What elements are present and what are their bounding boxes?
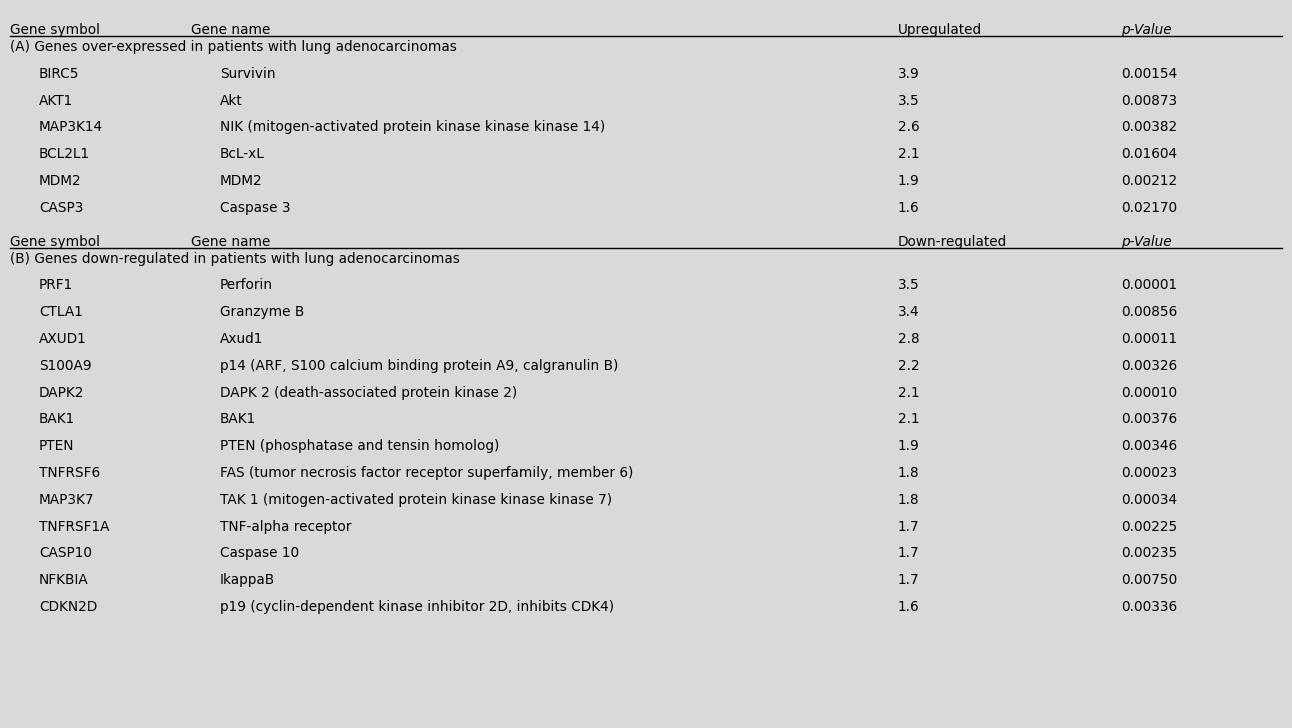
Text: Axud1: Axud1 [220, 332, 264, 346]
Text: 1.7: 1.7 [898, 520, 920, 534]
Text: 0.00023: 0.00023 [1121, 466, 1177, 480]
Text: AXUD1: AXUD1 [39, 332, 87, 346]
Text: Perforin: Perforin [220, 278, 273, 293]
Text: Caspase 10: Caspase 10 [220, 546, 298, 561]
Text: 0.00212: 0.00212 [1121, 174, 1177, 188]
Text: 1.6: 1.6 [898, 201, 920, 215]
Text: AKT1: AKT1 [39, 94, 74, 108]
Text: 0.00382: 0.00382 [1121, 120, 1177, 135]
Text: 0.00225: 0.00225 [1121, 520, 1178, 534]
Text: Gene name: Gene name [191, 23, 270, 37]
Text: CTLA1: CTLA1 [39, 305, 83, 319]
Text: PTEN (phosphatase and tensin homolog): PTEN (phosphatase and tensin homolog) [220, 439, 499, 453]
Text: DAPK2: DAPK2 [39, 386, 84, 400]
Text: 0.00336: 0.00336 [1121, 600, 1177, 614]
Text: 0.00856: 0.00856 [1121, 305, 1178, 319]
Text: 2.1: 2.1 [898, 386, 920, 400]
Text: 2.2: 2.2 [898, 359, 920, 373]
Text: BcL-xL: BcL-xL [220, 147, 265, 161]
Text: 0.02170: 0.02170 [1121, 201, 1177, 215]
Text: 0.00011: 0.00011 [1121, 332, 1177, 346]
Text: NFKBIA: NFKBIA [39, 573, 89, 587]
Text: BAK1: BAK1 [39, 412, 75, 427]
Text: CASP10: CASP10 [39, 546, 92, 561]
Text: 0.00326: 0.00326 [1121, 359, 1177, 373]
Text: 0.01604: 0.01604 [1121, 147, 1177, 161]
Text: 0.00873: 0.00873 [1121, 94, 1177, 108]
Text: (A) Genes over-expressed in patients with lung adenocarcinomas: (A) Genes over-expressed in patients wit… [10, 40, 457, 54]
Text: MAP3K7: MAP3K7 [39, 493, 94, 507]
Text: Caspase 3: Caspase 3 [220, 201, 291, 215]
Text: TNFRSF6: TNFRSF6 [39, 466, 99, 480]
Text: Down-regulated: Down-regulated [898, 235, 1008, 249]
Text: 2.1: 2.1 [898, 412, 920, 427]
Text: 0.00034: 0.00034 [1121, 493, 1177, 507]
Text: 0.00750: 0.00750 [1121, 573, 1178, 587]
Text: Gene symbol: Gene symbol [10, 235, 101, 249]
Text: 0.00346: 0.00346 [1121, 439, 1177, 453]
Text: PTEN: PTEN [39, 439, 74, 453]
Text: 2.1: 2.1 [898, 147, 920, 161]
Text: p14 (ARF, S100 calcium binding protein A9, calgranulin B): p14 (ARF, S100 calcium binding protein A… [220, 359, 618, 373]
Text: 1.9: 1.9 [898, 439, 920, 453]
Text: PRF1: PRF1 [39, 278, 74, 293]
Text: DAPK 2 (death-associated protein kinase 2): DAPK 2 (death-associated protein kinase … [220, 386, 517, 400]
Text: CASP3: CASP3 [39, 201, 83, 215]
Text: 2.8: 2.8 [898, 332, 920, 346]
Text: Akt: Akt [220, 94, 243, 108]
Text: 3.4: 3.4 [898, 305, 920, 319]
Text: BIRC5: BIRC5 [39, 67, 79, 81]
Text: NIK (mitogen-activated protein kinase kinase kinase 14): NIK (mitogen-activated protein kinase ki… [220, 120, 605, 135]
Text: TNFRSF1A: TNFRSF1A [39, 520, 110, 534]
Text: (B) Genes down-regulated in patients with lung adenocarcinomas: (B) Genes down-regulated in patients wit… [10, 252, 460, 266]
Text: BAK1: BAK1 [220, 412, 256, 427]
Text: 1.7: 1.7 [898, 573, 920, 587]
Text: p19 (cyclin-dependent kinase inhibitor 2D, inhibits CDK4): p19 (cyclin-dependent kinase inhibitor 2… [220, 600, 614, 614]
Text: 2.6: 2.6 [898, 120, 920, 135]
Text: Granzyme B: Granzyme B [220, 305, 304, 319]
Text: BCL2L1: BCL2L1 [39, 147, 90, 161]
Text: MDM2: MDM2 [220, 174, 262, 188]
Text: p-Value: p-Value [1121, 23, 1172, 37]
Text: TNF-alpha receptor: TNF-alpha receptor [220, 520, 351, 534]
Text: 0.00235: 0.00235 [1121, 546, 1178, 561]
Text: p-Value: p-Value [1121, 235, 1172, 249]
Text: MDM2: MDM2 [39, 174, 81, 188]
Text: 0.00010: 0.00010 [1121, 386, 1177, 400]
Text: S100A9: S100A9 [39, 359, 92, 373]
Text: 3.5: 3.5 [898, 94, 920, 108]
Text: IkappaB: IkappaB [220, 573, 275, 587]
Text: Upregulated: Upregulated [898, 23, 982, 37]
Text: Survivin: Survivin [220, 67, 275, 81]
Text: 3.5: 3.5 [898, 278, 920, 293]
Text: 1.8: 1.8 [898, 493, 920, 507]
Text: 3.9: 3.9 [898, 67, 920, 81]
Text: 1.6: 1.6 [898, 600, 920, 614]
Text: Gene symbol: Gene symbol [10, 23, 101, 37]
Text: TAK 1 (mitogen-activated protein kinase kinase kinase 7): TAK 1 (mitogen-activated protein kinase … [220, 493, 612, 507]
Text: Gene name: Gene name [191, 235, 270, 249]
Text: 1.8: 1.8 [898, 466, 920, 480]
Text: 1.9: 1.9 [898, 174, 920, 188]
Text: MAP3K14: MAP3K14 [39, 120, 103, 135]
Text: 1.7: 1.7 [898, 546, 920, 561]
Text: CDKN2D: CDKN2D [39, 600, 97, 614]
Text: 0.00376: 0.00376 [1121, 412, 1177, 427]
Text: 0.00154: 0.00154 [1121, 67, 1178, 81]
Text: 0.00001: 0.00001 [1121, 278, 1177, 293]
Text: FAS (tumor necrosis factor receptor superfamily, member 6): FAS (tumor necrosis factor receptor supe… [220, 466, 633, 480]
